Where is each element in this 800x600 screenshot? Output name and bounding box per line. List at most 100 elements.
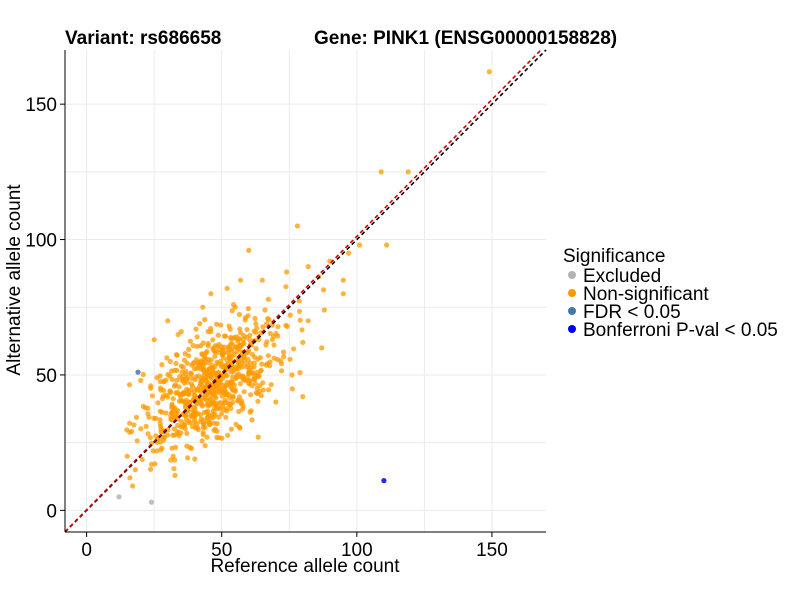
data-point bbox=[267, 330, 273, 337]
data-point bbox=[213, 402, 219, 408]
data-point bbox=[192, 377, 198, 383]
data-point bbox=[198, 366, 204, 372]
data-point bbox=[208, 357, 214, 363]
data-point bbox=[210, 408, 216, 414]
data-point bbox=[200, 432, 206, 438]
data-point bbox=[168, 457, 174, 463]
data-point bbox=[237, 381, 243, 387]
data-point bbox=[174, 410, 180, 416]
data-point bbox=[205, 343, 211, 349]
data-point bbox=[248, 392, 254, 398]
data-point bbox=[266, 387, 272, 393]
data-point bbox=[265, 353, 271, 359]
data-point bbox=[230, 393, 236, 400]
data-point bbox=[258, 368, 264, 374]
data-point bbox=[218, 322, 224, 328]
data-point bbox=[199, 438, 205, 444]
legend-label: Excluded bbox=[583, 266, 661, 287]
data-point bbox=[206, 412, 212, 418]
data-point bbox=[234, 334, 240, 340]
data-point bbox=[138, 426, 144, 432]
data-point bbox=[208, 397, 214, 403]
data-point bbox=[259, 361, 265, 367]
data-point bbox=[283, 284, 289, 290]
data-point bbox=[178, 363, 184, 369]
data-point bbox=[184, 430, 190, 436]
data-point bbox=[245, 349, 251, 355]
data-point bbox=[200, 359, 206, 365]
y-axis-title: Alternative allele count bbox=[4, 184, 25, 376]
data-point bbox=[236, 311, 242, 318]
data-point bbox=[287, 356, 293, 362]
reference-lines bbox=[64, 49, 547, 533]
data-point bbox=[190, 383, 196, 389]
data-point bbox=[133, 414, 140, 420]
data-point bbox=[255, 374, 261, 380]
data-point bbox=[251, 328, 257, 334]
data-point bbox=[170, 396, 176, 402]
data-point bbox=[192, 456, 198, 462]
data-point bbox=[233, 344, 239, 350]
data-point bbox=[193, 326, 199, 332]
data-point bbox=[294, 223, 300, 229]
data-point bbox=[219, 351, 226, 357]
data-point bbox=[223, 382, 229, 388]
data-point bbox=[194, 421, 200, 427]
legend-label: Bonferroni P-val < 0.05 bbox=[583, 320, 778, 341]
data-point bbox=[247, 409, 253, 415]
data-point bbox=[197, 383, 203, 389]
data-point bbox=[202, 317, 208, 323]
data-point bbox=[206, 403, 212, 409]
data-point bbox=[246, 247, 252, 253]
data-point bbox=[127, 420, 133, 426]
data-point bbox=[202, 443, 208, 449]
data-point bbox=[167, 358, 173, 365]
data-point bbox=[178, 418, 184, 424]
data-point bbox=[356, 242, 363, 248]
data-point bbox=[193, 357, 199, 363]
data-point bbox=[190, 342, 196, 349]
data-point bbox=[305, 318, 311, 324]
data-point bbox=[140, 371, 146, 378]
series-non-significant bbox=[124, 69, 492, 489]
data-point bbox=[222, 387, 228, 393]
data-point bbox=[252, 380, 258, 387]
data-point bbox=[148, 499, 155, 505]
y-tick-label: 50 bbox=[36, 366, 57, 387]
data-point bbox=[296, 308, 303, 314]
data-point bbox=[217, 406, 223, 412]
data-point bbox=[203, 378, 209, 384]
data-point bbox=[219, 393, 225, 399]
data-point bbox=[182, 399, 189, 405]
data-point bbox=[224, 357, 230, 363]
data-point bbox=[143, 423, 149, 429]
data-point bbox=[273, 399, 279, 405]
data-point bbox=[158, 424, 164, 430]
data-point bbox=[378, 169, 384, 175]
axes: 0 50 100 150 0 50 100 150 bbox=[25, 50, 546, 561]
data-point bbox=[289, 372, 295, 378]
data-point bbox=[216, 414, 222, 420]
data-point bbox=[194, 334, 200, 340]
data-point bbox=[178, 423, 184, 429]
data-point bbox=[236, 408, 242, 415]
data-point bbox=[174, 389, 181, 396]
y-tick-label: 150 bbox=[25, 95, 57, 116]
data-point bbox=[198, 397, 204, 403]
data-point bbox=[253, 321, 259, 327]
data-point bbox=[157, 373, 163, 379]
data-point bbox=[230, 368, 236, 374]
data-point bbox=[300, 339, 306, 345]
data-point bbox=[223, 414, 229, 420]
data-points bbox=[116, 69, 492, 505]
data-point bbox=[229, 308, 235, 314]
data-point bbox=[275, 333, 281, 339]
data-point bbox=[320, 287, 327, 293]
data-point bbox=[150, 448, 156, 454]
data-point bbox=[284, 269, 290, 275]
data-point bbox=[257, 388, 263, 394]
data-point bbox=[204, 434, 210, 440]
data-point bbox=[157, 417, 163, 423]
data-point bbox=[299, 327, 305, 333]
data-point bbox=[199, 375, 205, 381]
